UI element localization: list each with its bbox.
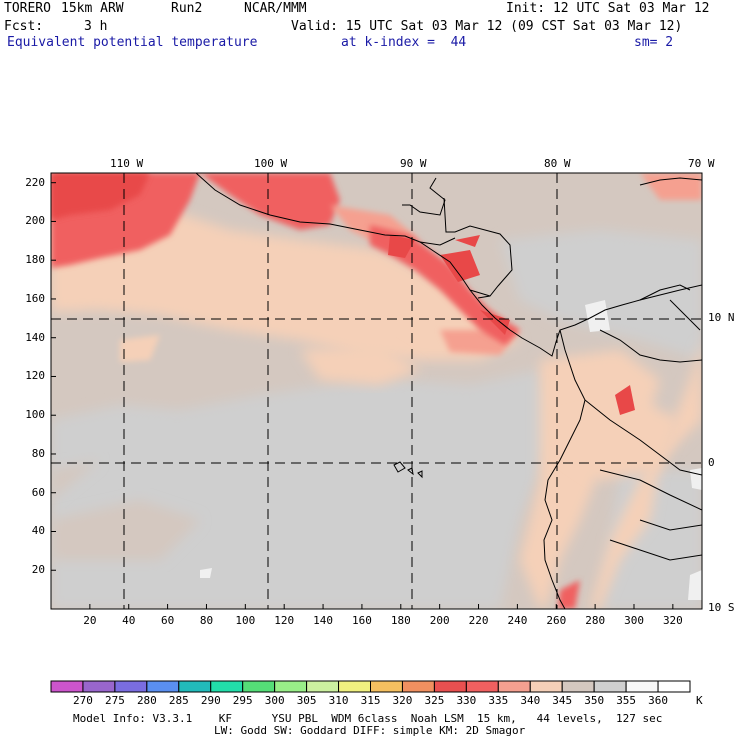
x-tick-label: 20 (83, 614, 97, 627)
x-axis-ticks (89, 604, 674, 609)
colorbar-level-label: 305 (296, 694, 317, 707)
colorbar-level-label: 300 (264, 694, 285, 707)
colorbar-swatch (625, 680, 659, 693)
coastlines (195, 173, 702, 609)
colorbar (50, 680, 691, 693)
colorbar-swatch (242, 680, 276, 693)
x-tick-label: 80 (199, 614, 214, 627)
x-tick-label: 120 (274, 614, 295, 627)
x-tick-label: 320 (662, 614, 683, 627)
colorbar-swatch (306, 680, 340, 693)
model-run: Run2 (171, 1, 203, 16)
colorbar-level-label: 345 (552, 694, 573, 707)
model-name: TORERO (4, 1, 51, 16)
colorbar-swatch (210, 680, 244, 693)
colorbar-level-label: 315 (360, 694, 381, 707)
x-tick-label: 280 (585, 614, 606, 627)
lat-label-10n: 10 N (708, 311, 735, 324)
colorbar-swatch (561, 680, 595, 693)
x-tick-label: 240 (507, 614, 528, 627)
y-tick-label: 200 (25, 214, 46, 228)
theta-e-field (51, 173, 702, 609)
forecast-hour: 3 h (84, 19, 108, 34)
x-tick-label: 260 (546, 614, 567, 627)
y-tick-label: 160 (25, 291, 46, 305)
x-tick-label: 40 (122, 614, 136, 627)
y-tick-label: 140 (25, 330, 46, 344)
colorbar-swatch (593, 680, 627, 693)
lon-label-110w: 110 W (110, 157, 144, 170)
lat-label-0: 0 (708, 456, 715, 469)
model-org: NCAR/MMM (244, 1, 307, 16)
y-tick-label: 80 (31, 446, 46, 460)
colorbar-level-label: 355 (616, 694, 637, 707)
colorbar-level-label: 275 (105, 694, 125, 707)
colorbar-swatch (657, 680, 691, 693)
x-tick-label: 160 (352, 614, 372, 627)
y-tick-label: 120 (25, 369, 46, 383)
colorbar-swatch (82, 680, 116, 693)
colorbar-level-label: 295 (232, 694, 253, 707)
colorbar-swatch (401, 680, 435, 693)
y-tick-label: 100 (25, 408, 46, 422)
colorbar-level-label: 320 (392, 694, 413, 707)
forecast-label: Fcst: (4, 19, 44, 34)
smoothing-info: sm= 2 (634, 35, 674, 50)
x-tick-label: 200 (429, 614, 450, 627)
level-info: at k-index = 44 (341, 35, 467, 50)
colorbar-level-label: 335 (488, 694, 509, 707)
x-tick-label: 220 (468, 614, 489, 627)
x-tick-label: 300 (624, 614, 644, 627)
init-time: Init: 12 UTC Sat 03 Mar 12 (506, 1, 710, 16)
colorbar-swatch (433, 680, 467, 693)
graticule (51, 173, 702, 609)
model-info: Model Info: V3.3.1 KF YSU PBL WDM 6class… (73, 712, 663, 725)
colorbar-swatch (338, 680, 371, 693)
lon-label-100w: 100 W (254, 157, 288, 170)
colorbar-swatch (178, 680, 212, 693)
x-tick-label: 180 (390, 614, 411, 627)
y-tick-label: 40 (31, 524, 46, 538)
lat-label-10s: 10 S (708, 601, 735, 614)
colorbar-level-label: 270 (73, 694, 93, 707)
map-frame (50, 172, 703, 610)
y-axis-ticks (51, 182, 56, 571)
colorbar-swatch (529, 680, 563, 693)
colorbar-level-label: 285 (168, 694, 189, 707)
valid-time: Valid: 15 UTC Sat 03 Mar 12 (09 CST Sat … (291, 19, 683, 34)
colorbar-swatch (114, 680, 148, 693)
y-tick-label: 60 (31, 485, 46, 499)
colorbar-level-label: 330 (456, 694, 477, 707)
colorbar-level-label: 350 (584, 694, 605, 707)
colorbar-level-label: 360 (648, 694, 669, 707)
colorbar-swatch (274, 680, 308, 693)
colorbar-level-label: 310 (328, 694, 349, 707)
model-resolution: 15km ARW (61, 1, 124, 16)
y-tick-label: 180 (25, 253, 46, 267)
colorbar-level-label: 290 (200, 694, 221, 707)
field-name: Equivalent potential temperature (7, 35, 258, 50)
colorbar-level-label: 280 (136, 694, 157, 707)
colorbar-level-label: 340 (520, 694, 541, 707)
y-tick-label: 20 (31, 563, 46, 577)
x-tick-label: 140 (313, 614, 334, 627)
colorbar-unit: K (696, 694, 703, 707)
colorbar-swatch (370, 680, 403, 693)
lon-label-70w: 70 W (688, 157, 715, 170)
colorbar-swatch (497, 680, 531, 693)
colorbar-level-label: 325 (424, 694, 445, 707)
colorbar-swatch (50, 680, 84, 693)
colorbar-swatch (146, 680, 180, 693)
x-tick-label: 60 (160, 614, 175, 627)
lon-label-90w: 90 W (400, 157, 427, 170)
y-tick-label: 220 (25, 175, 46, 189)
physics-info: LW: Godd SW: Goddard DIFF: simple KM: 2D… (214, 724, 526, 737)
lon-label-80w: 80 W (544, 157, 571, 170)
colorbar-swatch (465, 680, 499, 693)
x-tick-label: 100 (235, 614, 256, 627)
